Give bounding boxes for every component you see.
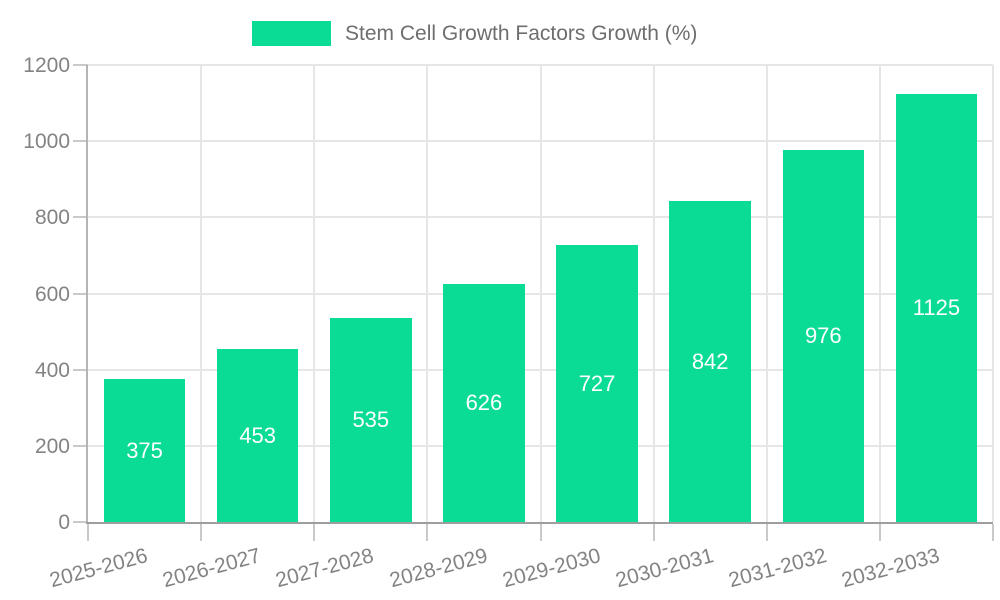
bar-value-label: 976: [804, 323, 842, 349]
legend-swatch: [252, 21, 331, 46]
x-tick-mark: [992, 524, 994, 541]
bar-value-label: 535: [352, 407, 390, 433]
x-gridline: [652, 65, 655, 522]
y-tick-mark: [73, 140, 88, 143]
bar: 626: [443, 283, 525, 522]
y-tick-mark: [73, 368, 88, 371]
y-tick-label: 0: [58, 511, 70, 534]
x-gridline: [539, 65, 542, 522]
x-gridline: [992, 65, 994, 522]
x-tick-mark: [313, 524, 316, 541]
y-tick-label: 600: [34, 282, 70, 306]
bar-value-label: 453: [239, 422, 277, 448]
bar: 535: [330, 318, 412, 522]
bar-value-label: 626: [465, 389, 503, 415]
x-gridline: [426, 65, 429, 522]
x-tick-label: 2030-2031: [612, 544, 716, 593]
x-tick-mark: [200, 524, 203, 541]
x-tick-label: 2026-2027: [160, 544, 264, 593]
legend-label: Stem Cell Growth Factors Growth (%): [345, 22, 698, 45]
x-tick-mark: [87, 524, 89, 541]
x-tick-label: 2029-2030: [499, 544, 603, 593]
y-tick-mark: [73, 292, 88, 295]
legend-item[interactable]: Stem Cell Growth Factors Growth (%): [252, 21, 697, 46]
bar-value-label: 375: [126, 437, 163, 463]
x-tick-mark: [652, 524, 655, 541]
x-gridline: [313, 65, 316, 522]
bar: 453: [216, 349, 299, 522]
y-axis-line: [86, 65, 88, 524]
bar: 842: [669, 201, 751, 522]
y-tick-mark: [73, 64, 88, 66]
y-tick-label: 800: [34, 206, 70, 230]
x-tick-label: 2032-2033: [839, 544, 943, 593]
bar-value-label: 1125: [912, 294, 961, 320]
x-tick-label: 2031-2032: [726, 544, 830, 593]
x-gridline: [200, 65, 203, 522]
y-tick-label: 200: [34, 434, 70, 458]
y-tick-mark: [73, 444, 88, 447]
bar: 1125: [895, 93, 978, 522]
x-gridline: [765, 65, 768, 522]
y-tick-label: 400: [34, 358, 70, 382]
x-gridline: [878, 65, 881, 522]
y-tick-mark: [73, 216, 88, 219]
x-axis-line: [86, 522, 993, 524]
x-tick-mark: [765, 524, 768, 541]
y-tick-label: 1000: [23, 130, 70, 154]
y-tick-mark: [73, 521, 88, 523]
x-tick-mark: [539, 524, 542, 541]
x-tick-label: 2028-2029: [386, 544, 490, 593]
x-tick-label: 2027-2028: [273, 544, 377, 593]
legend: Stem Cell Growth Factors Growth (%): [252, 21, 697, 46]
bar: 976: [782, 150, 865, 522]
x-tick-mark: [426, 524, 429, 541]
bar: 375: [103, 379, 186, 522]
bar-value-label: 842: [691, 348, 729, 374]
bar: 727: [556, 245, 638, 522]
x-tick-label: 2025-2026: [47, 544, 151, 593]
bar-value-label: 727: [578, 370, 616, 396]
x-tick-mark: [878, 524, 881, 541]
y-tick-label: 1200: [23, 54, 70, 77]
